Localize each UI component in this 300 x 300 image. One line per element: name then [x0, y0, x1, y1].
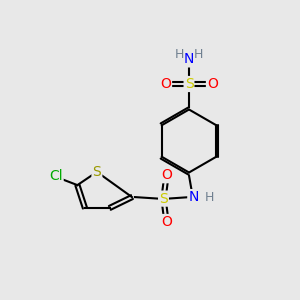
- Text: H: H: [194, 47, 203, 61]
- Text: S: S: [184, 77, 194, 91]
- Text: O: O: [161, 168, 172, 182]
- Text: O: O: [160, 77, 171, 91]
- Text: Cl: Cl: [49, 169, 63, 183]
- Text: O: O: [161, 215, 172, 229]
- Text: N: N: [184, 52, 194, 66]
- Text: S: S: [159, 192, 168, 206]
- Text: S: S: [92, 165, 101, 179]
- Text: O: O: [207, 77, 218, 91]
- Text: N: N: [188, 190, 199, 204]
- Text: H: H: [205, 190, 214, 204]
- Text: H: H: [175, 47, 184, 61]
